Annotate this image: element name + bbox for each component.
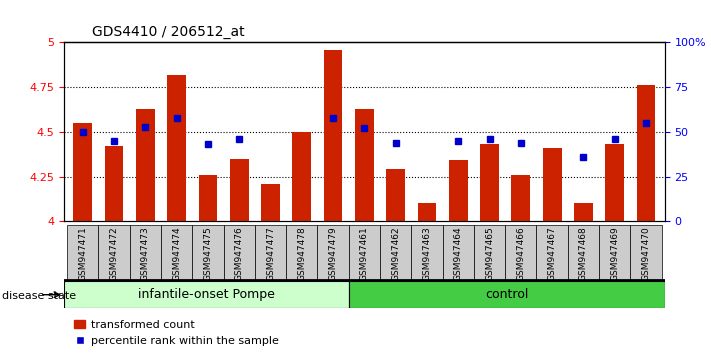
- Bar: [230, 159, 249, 221]
- Text: GSM947475: GSM947475: [203, 227, 213, 281]
- Text: GSM947473: GSM947473: [141, 227, 150, 281]
- Text: GSM947478: GSM947478: [297, 227, 306, 281]
- Bar: [599, 225, 631, 280]
- Bar: [511, 175, 530, 221]
- Bar: [636, 85, 656, 221]
- Bar: [574, 204, 593, 221]
- Bar: [317, 225, 348, 280]
- Text: control: control: [485, 288, 528, 301]
- Bar: [64, 281, 348, 308]
- Text: GSM947462: GSM947462: [391, 227, 400, 281]
- Text: GSM947469: GSM947469: [610, 227, 619, 281]
- Text: GDS4410 / 206512_at: GDS4410 / 206512_at: [92, 25, 245, 39]
- Text: GSM947461: GSM947461: [360, 227, 369, 281]
- Bar: [348, 281, 665, 308]
- Bar: [480, 144, 499, 221]
- Bar: [568, 225, 599, 280]
- Text: GSM947471: GSM947471: [78, 227, 87, 281]
- Text: GSM947477: GSM947477: [266, 227, 275, 281]
- Bar: [192, 225, 223, 280]
- Text: GSM947468: GSM947468: [579, 227, 588, 281]
- Text: GSM947463: GSM947463: [422, 227, 432, 281]
- Bar: [198, 175, 218, 221]
- Bar: [73, 123, 92, 221]
- Text: GSM947479: GSM947479: [328, 227, 338, 281]
- Bar: [631, 225, 662, 280]
- Bar: [286, 225, 317, 280]
- Bar: [98, 225, 129, 280]
- Bar: [474, 225, 506, 280]
- Bar: [542, 148, 562, 221]
- Bar: [380, 225, 412, 280]
- Text: GSM947465: GSM947465: [485, 227, 494, 281]
- Bar: [355, 109, 374, 221]
- Bar: [605, 144, 624, 221]
- Bar: [292, 132, 311, 221]
- Bar: [443, 225, 474, 280]
- Bar: [223, 225, 255, 280]
- Bar: [129, 225, 161, 280]
- Legend: transformed count, percentile rank within the sample: transformed count, percentile rank withi…: [70, 315, 283, 350]
- Bar: [161, 225, 192, 280]
- Bar: [412, 225, 443, 280]
- Text: GSM947472: GSM947472: [109, 227, 119, 281]
- Bar: [417, 204, 437, 221]
- Bar: [105, 146, 124, 221]
- Text: disease state: disease state: [2, 291, 76, 301]
- Text: GSM947464: GSM947464: [454, 227, 463, 281]
- Bar: [255, 225, 286, 280]
- Text: GSM947474: GSM947474: [172, 227, 181, 281]
- Text: GSM947476: GSM947476: [235, 227, 244, 281]
- Bar: [449, 160, 468, 221]
- Bar: [324, 50, 343, 221]
- Text: infantile-onset Pompe: infantile-onset Pompe: [138, 288, 274, 301]
- Bar: [386, 170, 405, 221]
- Text: GSM947470: GSM947470: [641, 227, 651, 281]
- Bar: [136, 109, 155, 221]
- Bar: [537, 225, 568, 280]
- Bar: [167, 75, 186, 221]
- Bar: [67, 225, 98, 280]
- Text: GSM947466: GSM947466: [516, 227, 525, 281]
- Bar: [506, 225, 537, 280]
- Text: GSM947467: GSM947467: [547, 227, 557, 281]
- Bar: [261, 184, 280, 221]
- Bar: [348, 225, 380, 280]
